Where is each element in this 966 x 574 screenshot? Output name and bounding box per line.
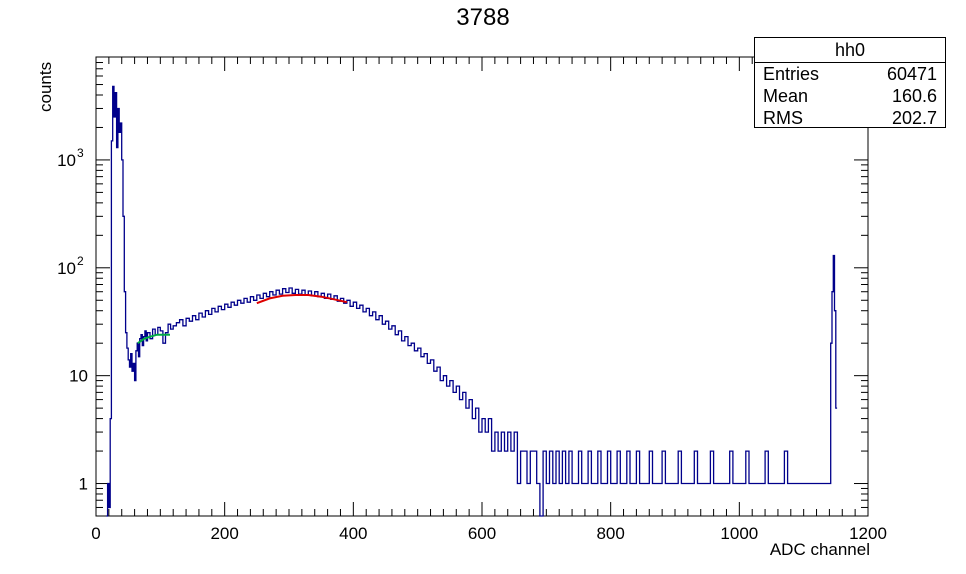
x-tick-label: 800 xyxy=(596,524,624,543)
histogram-line xyxy=(106,85,838,517)
y-axis-label: counts xyxy=(36,61,55,112)
x-tick-label: 600 xyxy=(468,524,496,543)
plot-frame xyxy=(95,56,869,517)
stats-label-mean: Mean xyxy=(763,86,809,106)
y-tick-label: 1 xyxy=(79,475,88,494)
stats-row-entries: Entries 60471 xyxy=(755,63,945,85)
y-tick-label: 10 xyxy=(69,367,88,386)
stats-value-entries: 60471 xyxy=(886,64,937,84)
fit-curve xyxy=(256,294,348,305)
stats-box-name: hh0 xyxy=(755,38,945,63)
y-tick-label: 10 xyxy=(57,259,76,278)
histogram-series-layer xyxy=(106,85,838,517)
x-tick-label: 1000 xyxy=(720,524,758,543)
chart-title: 3788 xyxy=(456,4,510,31)
fit-curve xyxy=(137,333,170,345)
stats-value-mean: 160.6 xyxy=(891,86,937,106)
x-tick-label: 1200 xyxy=(849,524,887,543)
stats-row-mean: Mean 160.6 xyxy=(755,85,945,107)
stats-row-rms: RMS 202.7 xyxy=(755,107,945,129)
stats-value-rms: 202.7 xyxy=(891,108,937,128)
stats-label-rms: RMS xyxy=(763,108,803,128)
stats-box: hh0 Entries 60471 Mean 160.6 RMS 202.7 xyxy=(754,37,946,128)
x-tick-label: 200 xyxy=(210,524,238,543)
y-tick-exponent: 2 xyxy=(77,254,84,268)
x-tick-label: 0 xyxy=(91,524,100,543)
y-tick-exponent: 3 xyxy=(77,146,84,160)
x-axis-label: ADC channel xyxy=(769,540,870,559)
x-tick-label: 400 xyxy=(339,524,367,543)
stats-label-entries: Entries xyxy=(763,64,820,84)
x-axis-ticks: 0 200 400 600 800 1000 1200 xyxy=(91,57,887,543)
y-tick-label: 10 xyxy=(57,151,76,170)
